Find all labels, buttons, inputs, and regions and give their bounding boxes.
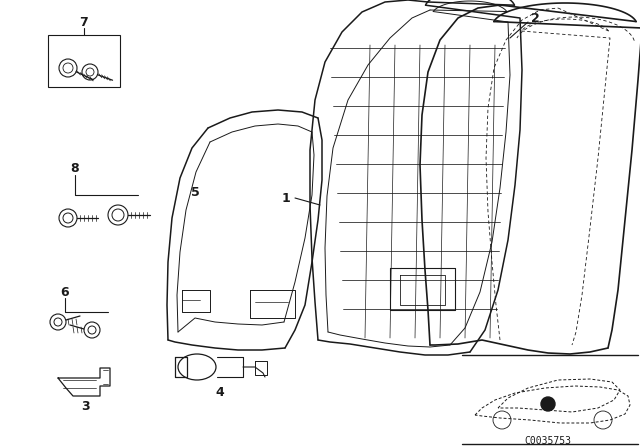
Text: 5: 5 bbox=[191, 185, 200, 198]
Text: 1: 1 bbox=[281, 191, 290, 204]
Text: C0035753: C0035753 bbox=[525, 436, 572, 446]
Text: 8: 8 bbox=[70, 161, 79, 175]
Circle shape bbox=[541, 397, 555, 411]
Text: 3: 3 bbox=[82, 400, 90, 413]
Text: 2: 2 bbox=[531, 12, 540, 25]
Text: 7: 7 bbox=[79, 16, 88, 29]
Text: 6: 6 bbox=[61, 285, 69, 298]
Bar bbox=[48, 35, 120, 87]
Text: 4: 4 bbox=[216, 387, 225, 400]
